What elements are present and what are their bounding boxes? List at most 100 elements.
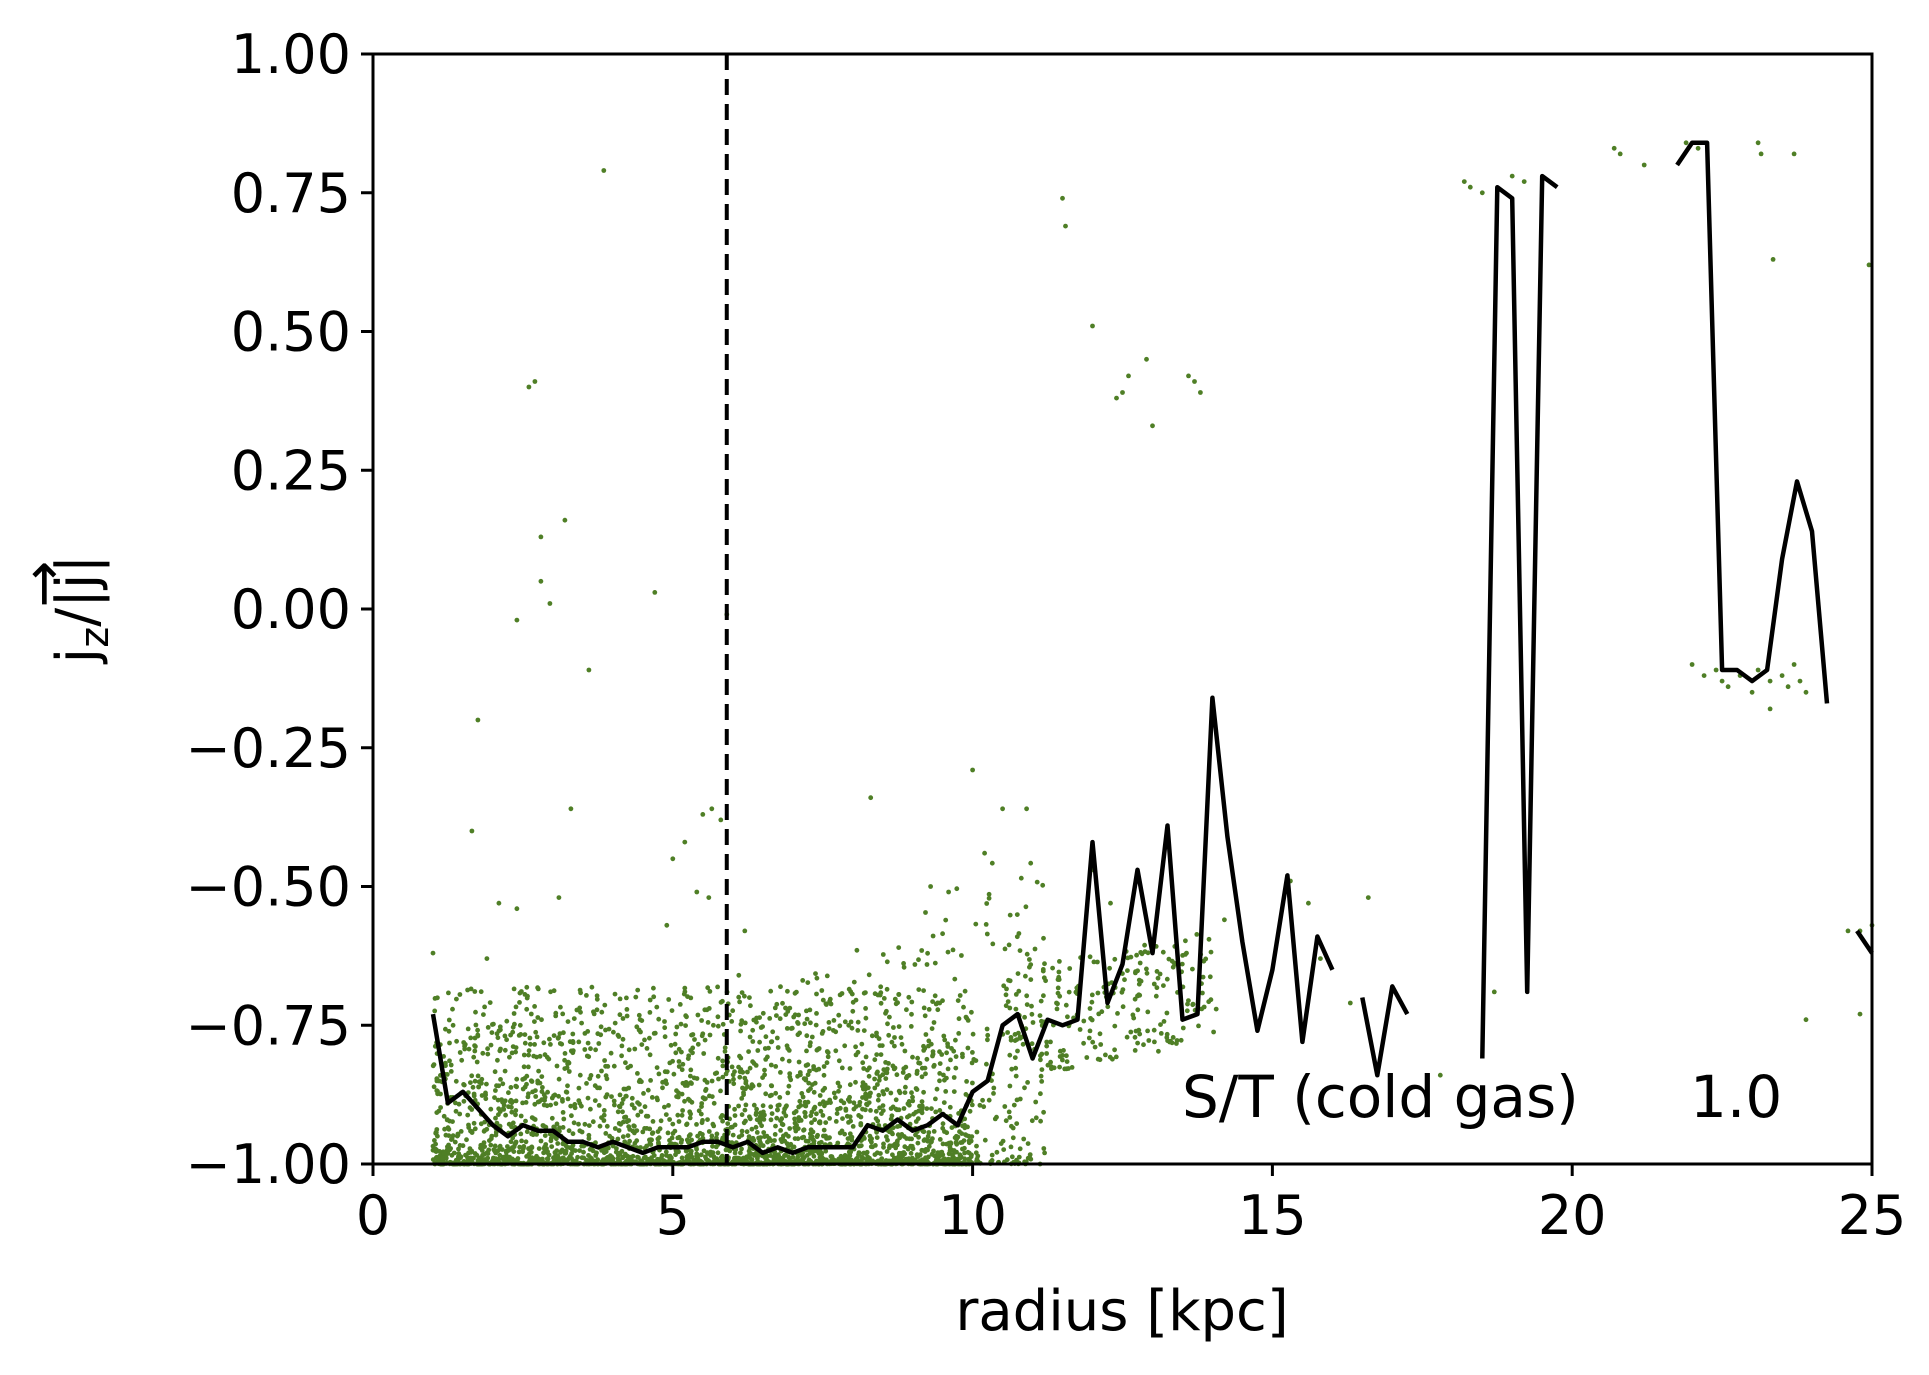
scatter-point <box>1008 1144 1014 1150</box>
scatter-point <box>781 1110 787 1115</box>
scatter-point <box>507 1156 513 1162</box>
scatter-point <box>750 1027 756 1033</box>
scatter-point <box>626 1085 632 1091</box>
scatter-point <box>586 667 592 673</box>
scatter-point <box>941 1100 947 1105</box>
scatter-point <box>922 1013 928 1019</box>
scatter-point <box>881 1141 886 1147</box>
scatter-point <box>908 1150 914 1156</box>
scatter-point <box>908 1024 914 1029</box>
scatter-point <box>492 1069 498 1075</box>
scatter-point <box>970 1080 975 1086</box>
scatter-point <box>546 1056 552 1062</box>
scatter-point <box>1115 1011 1120 1016</box>
scatter-point <box>790 1154 796 1160</box>
scatter-point <box>677 1002 683 1007</box>
scatter-point <box>701 1051 707 1056</box>
scatter-point <box>980 1097 985 1103</box>
scatter-point <box>532 379 538 384</box>
scatter-point <box>874 1135 880 1140</box>
scatter-point <box>579 1143 585 1149</box>
scatter-point <box>554 1063 560 1069</box>
scatter-point <box>782 1153 787 1159</box>
scatter-point <box>473 1022 479 1028</box>
scatter-point <box>820 1113 826 1118</box>
scatter-point <box>678 1021 684 1027</box>
scatter-point <box>1207 974 1213 980</box>
scatter-point <box>1755 667 1761 673</box>
scatter-point <box>495 1057 500 1063</box>
scatter-point <box>636 1155 641 1160</box>
svg-text:jz/|j|: jz/|j| <box>45 555 118 666</box>
scatter-point <box>833 1158 839 1164</box>
scatter-point <box>561 1116 567 1122</box>
scatter-point <box>1509 173 1515 179</box>
scatter-point <box>1785 684 1791 690</box>
scatter-point <box>568 1103 574 1109</box>
scatter-point <box>809 1120 814 1126</box>
scatter-point <box>689 1099 695 1105</box>
y-axis-label: jz/|j| → <box>11 555 118 666</box>
scatter-point <box>811 1153 817 1159</box>
scatter-point <box>863 1096 869 1102</box>
scatter-point <box>617 1151 623 1156</box>
scatter-point <box>702 1037 708 1043</box>
scatter-point <box>823 1157 829 1163</box>
scatter-point <box>801 1127 807 1133</box>
scatter-point <box>481 1140 487 1145</box>
scatter-point <box>758 1110 763 1116</box>
scatter-point <box>925 1133 931 1139</box>
scatter-point <box>472 1035 478 1041</box>
scatter-point <box>680 1061 686 1067</box>
scatter-point <box>1060 1057 1065 1063</box>
scatter-point <box>853 1044 858 1050</box>
scatter-point <box>1041 1109 1046 1115</box>
scatter-point <box>555 1141 561 1146</box>
scatter-point <box>484 1126 490 1132</box>
scatter-point <box>965 1045 971 1051</box>
scatter-point <box>645 1087 651 1093</box>
scatter-point <box>679 1137 685 1143</box>
scatter-point <box>564 1089 570 1095</box>
scatter-point <box>1005 999 1011 1004</box>
scatter-point <box>541 1123 546 1129</box>
scatter-point <box>695 1012 701 1018</box>
scatter-point <box>462 1046 468 1052</box>
scatter-point <box>720 1021 726 1027</box>
scatter-point <box>570 1031 576 1037</box>
scatter-point <box>821 1064 827 1069</box>
scatter-point <box>1132 1034 1138 1040</box>
scatter-point <box>649 1095 655 1100</box>
scatter-point <box>864 1149 870 1155</box>
scatter-point <box>669 1008 675 1013</box>
scatter-point <box>800 978 806 983</box>
scatter-point <box>778 1128 783 1133</box>
scatter-point <box>555 1035 561 1041</box>
scatter-point <box>963 1132 969 1138</box>
scatter-point <box>621 1086 627 1092</box>
scatter-point <box>872 1152 878 1157</box>
scatter-point <box>796 1104 802 1110</box>
scatter-point <box>720 1118 725 1124</box>
scatter-point <box>715 1150 721 1156</box>
scatter-point <box>647 997 653 1003</box>
scatter-point <box>793 1109 799 1114</box>
scatter-point <box>861 1028 867 1033</box>
scatter-point <box>1064 1053 1069 1059</box>
scatter-point <box>747 1065 753 1071</box>
scatter-point <box>738 1028 743 1034</box>
scatter-point <box>896 1024 902 1029</box>
scatter-point <box>884 1149 890 1154</box>
scatter-point <box>655 1136 661 1142</box>
scatter-point <box>1002 1104 1008 1109</box>
scatter-point <box>823 1120 829 1125</box>
scatter-point <box>577 1128 583 1134</box>
scatter-point <box>768 1062 774 1068</box>
scatter-point <box>703 1096 708 1101</box>
scatter-point <box>937 1108 943 1113</box>
scatter-point <box>598 1032 604 1038</box>
scatter-point <box>626 1047 632 1053</box>
scatter-point <box>1365 895 1371 900</box>
scatter-point <box>847 1099 852 1104</box>
scatter-point <box>638 1029 643 1035</box>
